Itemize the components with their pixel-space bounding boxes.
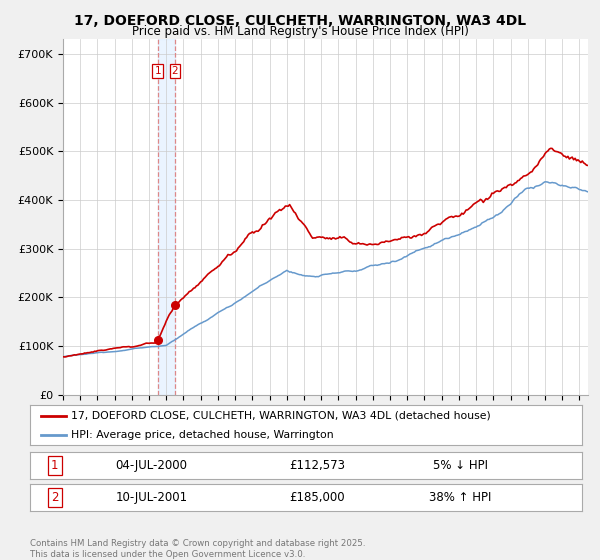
Text: 10-JUL-2001: 10-JUL-2001 [115, 491, 188, 504]
Text: 2: 2 [172, 66, 178, 76]
Text: HPI: Average price, detached house, Warrington: HPI: Average price, detached house, Warr… [71, 430, 334, 440]
Text: Contains HM Land Registry data © Crown copyright and database right 2025.
This d: Contains HM Land Registry data © Crown c… [30, 539, 365, 559]
Text: 17, DOEFORD CLOSE, CULCHETH, WARRINGTON, WA3 4DL (detached house): 17, DOEFORD CLOSE, CULCHETH, WARRINGTON,… [71, 411, 491, 421]
Text: Price paid vs. HM Land Registry's House Price Index (HPI): Price paid vs. HM Land Registry's House … [131, 25, 469, 38]
Text: 1: 1 [154, 66, 161, 76]
Text: 17, DOEFORD CLOSE, CULCHETH, WARRINGTON, WA3 4DL: 17, DOEFORD CLOSE, CULCHETH, WARRINGTON,… [74, 14, 526, 28]
Text: 38% ↑ HPI: 38% ↑ HPI [430, 491, 492, 504]
Text: £112,573: £112,573 [289, 459, 345, 472]
Text: 5% ↓ HPI: 5% ↓ HPI [433, 459, 488, 472]
Text: 04-JUL-2000: 04-JUL-2000 [115, 459, 187, 472]
Text: 2: 2 [51, 491, 59, 504]
Text: 1: 1 [51, 459, 59, 472]
Bar [158, 39, 175, 395]
Text: £185,000: £185,000 [289, 491, 345, 504]
